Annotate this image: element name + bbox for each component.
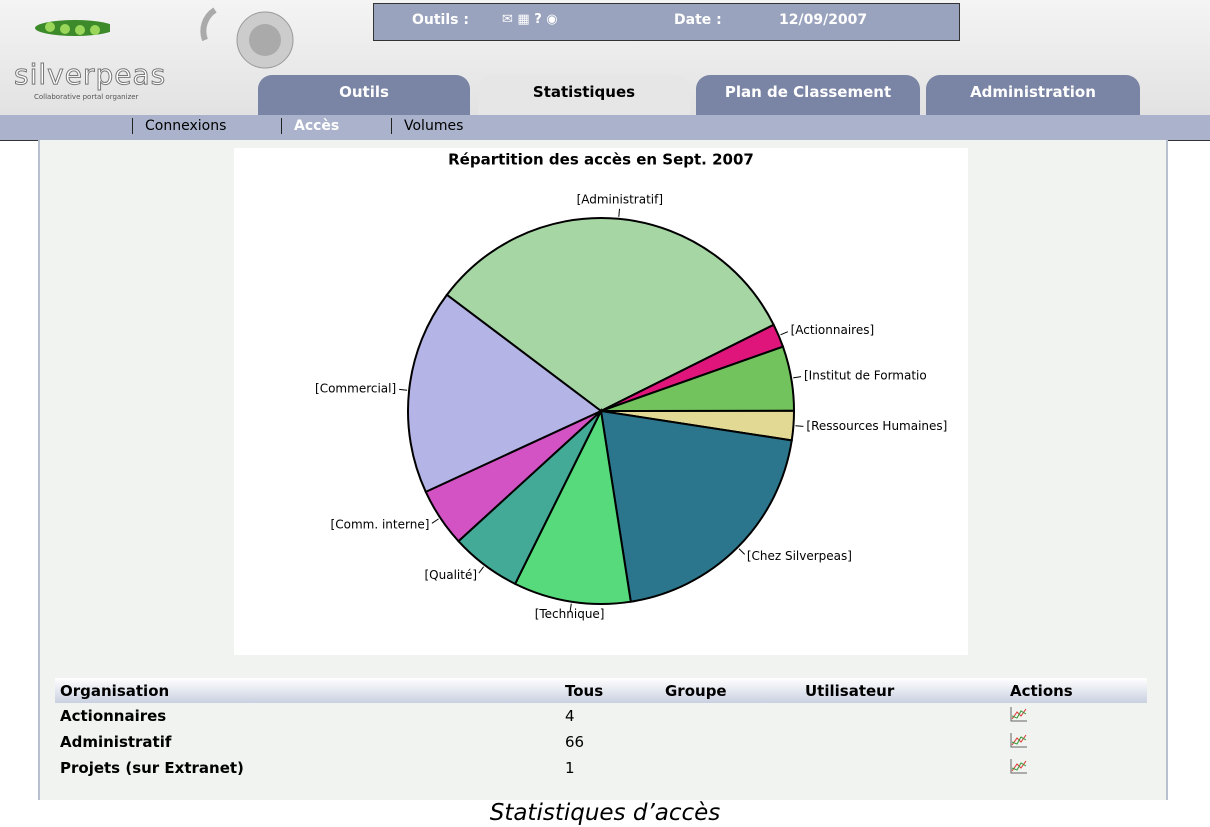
actions <box>1005 755 1147 781</box>
tools-label: Outils : <box>412 12 469 28</box>
leader-line <box>432 519 439 523</box>
th: Actions <box>1005 678 1147 703</box>
tab[interactable]: Administration <box>926 75 1140 115</box>
chart-icon[interactable] <box>1010 706 1028 722</box>
subnav-link[interactable]: Accès <box>281 118 339 134</box>
logo-icon <box>20 10 110 40</box>
subnav: Connexions Accès Volumes <box>0 115 1210 141</box>
chart: Répartition des accès en Sept. 2007 [Adm… <box>234 148 968 655</box>
subnav-link[interactable]: Volumes <box>391 118 463 134</box>
logo: silverpeas <box>14 58 166 91</box>
slice-label: [Institut de Formatio <box>804 369 927 383</box>
chart-icon[interactable] <box>1010 758 1028 774</box>
actions <box>1005 703 1147 729</box>
decoration <box>195 5 355 75</box>
org-name: Projets (sur Extranet) <box>55 755 560 781</box>
org-name: Actionnaires <box>55 703 560 729</box>
chart-icon[interactable] <box>1010 732 1028 748</box>
caption: Statistiques d’accès <box>0 800 1210 826</box>
th: Tous <box>560 678 660 703</box>
leader-line <box>399 389 407 390</box>
toolbar: Outils : ✉ ▦ ? ◉ Date : 12/09/2007 <box>373 3 960 41</box>
stats-table: Organisation Tous Groupe Utilisateur Act… <box>55 678 1147 781</box>
slice-label: [Actionnaires] <box>791 323 875 337</box>
row: Projets (sur Extranet)1 <box>55 755 1147 781</box>
th: Utilisateur <box>800 678 1005 703</box>
slice-label: [Technique] <box>535 607 605 621</box>
tab[interactable]: Outils <box>258 75 470 115</box>
leader-line <box>793 377 801 378</box>
leader-line <box>479 567 484 573</box>
leader-line <box>795 426 803 427</box>
cell <box>800 703 1005 729</box>
date: 12/09/2007 <box>779 12 867 28</box>
leader-line <box>619 209 620 217</box>
cell <box>660 729 800 755</box>
tab[interactable]: Plan de Classement <box>696 75 920 115</box>
cell <box>800 755 1005 781</box>
chart-title: Répartition des accès en Sept. 2007 <box>448 151 754 169</box>
pie-slice <box>601 411 792 602</box>
cell <box>660 755 800 781</box>
actions <box>1005 729 1147 755</box>
count: 1 <box>560 755 660 781</box>
page: silverpeas Collaborative portal organize… <box>0 0 1210 827</box>
th: Organisation <box>55 678 560 703</box>
header: silverpeas Collaborative portal organize… <box>0 0 1210 115</box>
org-name: Administratif <box>55 729 560 755</box>
slice-label: [Commercial] <box>315 382 396 396</box>
count: 4 <box>560 703 660 729</box>
slice-label: [Ressources Humaines] <box>806 419 947 433</box>
count: 66 <box>560 729 660 755</box>
tab[interactable]: Statistiques <box>478 75 690 115</box>
slice-label: [Qualité] <box>424 568 477 582</box>
cell <box>660 703 800 729</box>
slice-label: [Administratif] <box>577 192 663 206</box>
date-label: Date : <box>674 12 722 28</box>
leader-line <box>780 332 787 335</box>
subnav-link[interactable]: Connexions <box>132 118 226 134</box>
tool-icons[interactable]: ✉ ▦ ? ◉ <box>502 12 558 27</box>
slice-label: [Chez Silverpeas] <box>747 549 852 563</box>
cell <box>800 729 1005 755</box>
leader-line <box>739 549 745 555</box>
th: Groupe <box>660 678 800 703</box>
slice-label: [Comm. interne] <box>331 517 430 531</box>
tagline: Collaborative portal organizer <box>34 93 138 101</box>
